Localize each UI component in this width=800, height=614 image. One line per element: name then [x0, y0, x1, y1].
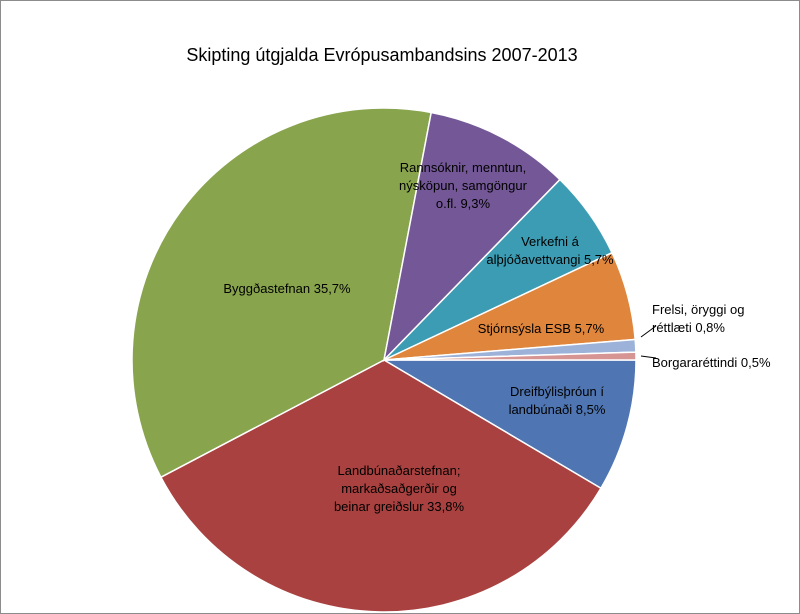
data-label-line: réttlæti 0,8% [652, 320, 725, 335]
labels-layer: Dreifbýlisþróun í landbúnaði 8,5% Landbúna… [223, 160, 771, 514]
data-label-line: Byggðastefnan 35,7% [223, 281, 351, 296]
data-label: Landbúnaðarstefnan; markaðsaðgerðir og bei… [334, 463, 465, 514]
data-label-line: alþjóðavettvangi 5,7% [486, 252, 614, 267]
data-label-line: landbúnaði 8,5% [509, 402, 606, 417]
pie-slice [159, 359, 602, 613]
data-label: Stjórnsýsla ESB 5,7% [478, 321, 605, 336]
pie-slice [381, 359, 637, 490]
data-label-line: Landbúnaðarstefnan; [338, 463, 461, 478]
data-label-line: beinar greiðslur 33,8% [334, 499, 465, 514]
data-label-line: Frelsi, öryggi og [652, 302, 744, 317]
data-label: Rannsóknir, menntun, nýsköpun, samgöngur o… [399, 160, 528, 211]
data-label-line: Borgararéttindi 0,5% [652, 355, 771, 370]
slices-layer [131, 107, 637, 613]
chart-title: Skipting útgjalda Evrópusambandsins 2007… [186, 45, 577, 65]
data-label-line: Dreifbýlisþróun í [510, 384, 604, 399]
data-label-line: o.fl. 9,3% [436, 196, 491, 211]
pie-slice [382, 111, 562, 363]
leader-lines-layer [640, 325, 657, 359]
pie-slice [383, 351, 637, 361]
data-label-line: Stjórnsýsla ESB 5,7% [478, 321, 605, 336]
data-label-line: Verkefni á [521, 234, 580, 249]
leader-line [640, 325, 657, 338]
data-label-line: markaðsaðgerðir og [341, 481, 457, 496]
data-label: Frelsi, öryggi og réttlæti 0,8% [652, 302, 744, 335]
data-label: Verkefni á alþjóðavettvangi 5,7% [486, 234, 614, 267]
pie-slice [131, 107, 433, 479]
leader-line [640, 355, 657, 359]
data-label: Dreifbýlisþróun í landbúnaði 8,5% [509, 384, 606, 417]
data-label-line: nýsköpun, samgöngur [399, 178, 528, 193]
data-label: Byggðastefnan 35,7% [223, 281, 351, 296]
data-label: Borgararéttindi 0,5% [652, 355, 771, 370]
data-label-line: Rannsóknir, menntun, [400, 160, 526, 175]
